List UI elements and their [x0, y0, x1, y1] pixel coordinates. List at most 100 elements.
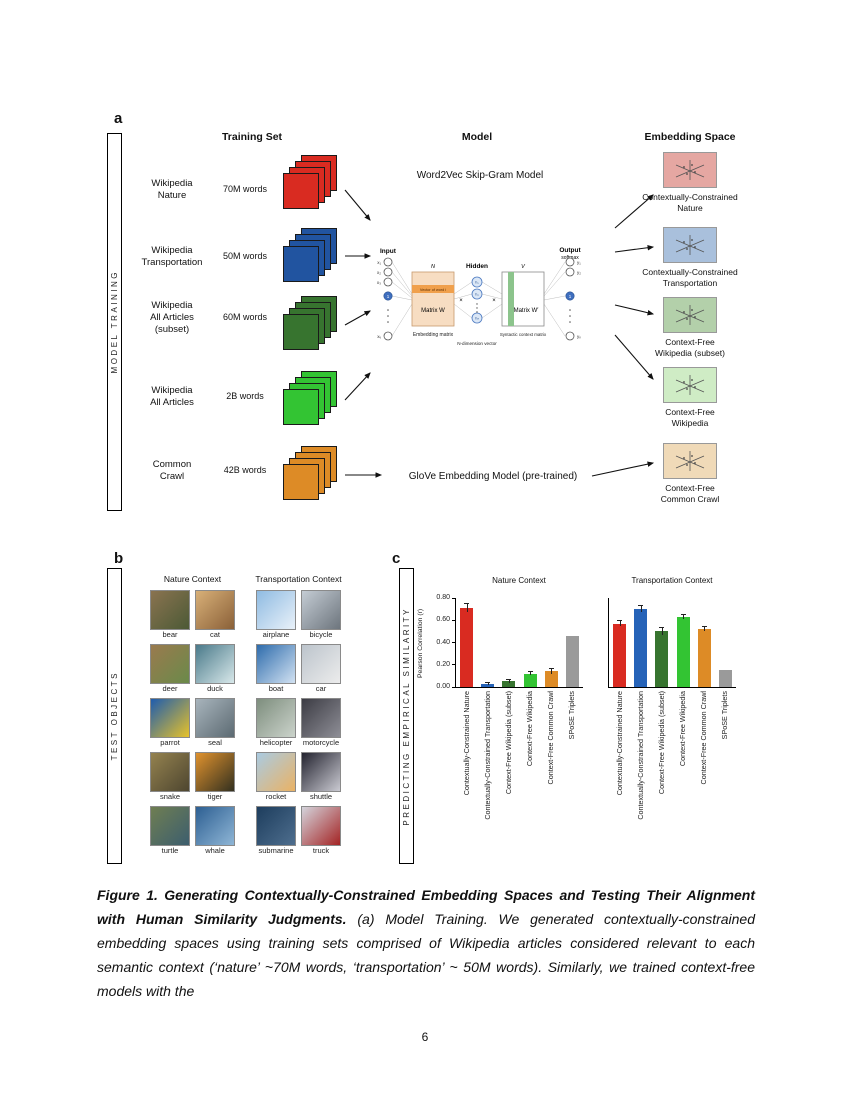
chart-plot-area: 0.00 0.20 0.40 0.60 0.80	[436, 594, 583, 690]
photo-label-truck: truck	[312, 846, 330, 855]
photo-label-duck: duck	[207, 684, 223, 693]
corpus-sheet	[283, 389, 319, 425]
embedding-matrix-caption: Embedding matrix	[413, 332, 454, 338]
flow-arrows	[344, 189, 655, 478]
embedding-axes-icon	[675, 451, 705, 471]
y-axis-label: Pearson Correlation (r)	[417, 608, 424, 678]
y-tick-mark	[452, 619, 456, 621]
word-count-wiki-subset: 60M words	[222, 312, 267, 322]
photo-tiger	[195, 752, 235, 792]
chart-x-labels: Contextually-Constrained Nature Contextua…	[608, 688, 736, 860]
multiply-symbol: ×	[492, 298, 496, 304]
photo-label-bear: bear	[162, 630, 178, 639]
matrix-w-label: Matrix W	[421, 308, 445, 314]
photo-bicycle	[301, 590, 341, 630]
embedding-matrix-box	[411, 271, 455, 327]
error-bar	[551, 669, 553, 674]
hidden-ellipsis-dots	[476, 303, 478, 313]
chart-bar	[634, 609, 648, 687]
chart-plot-area	[608, 598, 736, 688]
column-header-model: Model	[461, 131, 493, 143]
chart-bar	[481, 683, 495, 687]
y-tick-mark	[452, 686, 456, 688]
panel-c-label: c	[392, 550, 401, 567]
error-bar-cap	[617, 620, 623, 622]
embedding-axes-icon	[675, 375, 705, 395]
photo-submarine	[256, 806, 296, 846]
hidden-label: Hidden	[466, 263, 488, 270]
output-node-label-y1: y₁	[577, 260, 581, 265]
predicting-similarity-sidebar-text: PREDICTING EMPIRICAL SIMILARITY	[402, 606, 411, 826]
model-training-sidebar: MODEL TRAINING	[107, 133, 122, 511]
y-tick-label: 0.00	[436, 683, 450, 690]
output-layer-nodes	[565, 257, 575, 341]
x-category-label: Contextually-Constrained Nature	[461, 691, 471, 796]
hidden-node-label-hn: hₙ	[475, 317, 479, 321]
matrix-w-prime-label: Matrix W′	[514, 308, 540, 314]
photo-label-parrot: parrot	[160, 738, 180, 747]
figure-caption-rest: (a) Model Training. We generated context…	[97, 911, 755, 999]
input-layer-nodes	[383, 257, 393, 341]
embedding-box-nature	[663, 152, 717, 188]
error-bar-cap	[527, 670, 533, 672]
nature-context-header: Nature Context	[163, 574, 222, 584]
figure-caption-bold: Figure 1. Generating Contextually-Constr…	[97, 887, 755, 927]
transportation-context-grid: airplane bicycle boat car helicopter mot…	[256, 590, 341, 860]
chart-bar	[565, 635, 579, 687]
chart-bar	[676, 616, 690, 687]
word2vec-network-diagram: Input x₁ x₂ x₃ xᵥ 1 Vector of word i Mat…	[377, 247, 582, 346]
chart-bar	[613, 623, 627, 687]
word-vector-row-highlight	[412, 285, 454, 293]
photo-parrot	[150, 698, 190, 738]
output-node-label-yv: yᵥ	[577, 334, 581, 339]
embedding-label-nature: Contextually-Constrained Nature	[642, 192, 738, 213]
x-category-label: Context-Free Wikipedia (subset)	[656, 691, 666, 795]
error-bar-cap	[701, 625, 707, 627]
error-bar-cap	[638, 605, 644, 607]
hidden-node-label-h1: h₁	[475, 281, 479, 285]
chart-x-labels: Contextually-Constrained Nature Contextua…	[455, 688, 583, 860]
photo-car	[301, 644, 341, 684]
y-tick-label: 0.60	[436, 616, 450, 624]
embedding-box-transportation	[663, 227, 717, 263]
nature-context-chart: Nature Context 0.00 0.20 0.40 0.60 0.80 Cont…	[436, 576, 583, 860]
photo-whale	[195, 806, 235, 846]
chart-bar	[544, 671, 558, 687]
output-label: Output	[559, 247, 581, 254]
x-category-label: Context-Free Wikipedia	[525, 691, 535, 767]
network-connection-lines	[391, 261, 566, 337]
photo-duck	[195, 644, 235, 684]
photo-motorcycle	[301, 698, 341, 738]
photo-label-shuttle: shuttle	[309, 792, 333, 801]
x-category-label: SPoSE Triplets	[567, 691, 577, 740]
training-set-name-transportation: Wikipedia Transportation	[141, 245, 203, 268]
error-bar	[704, 626, 706, 632]
embedding-label-common-crawl: Context-Free Common Crawl	[660, 483, 720, 504]
output-one-value: 1	[569, 294, 572, 299]
photo-deer	[150, 644, 190, 684]
chart-title-transportation: Transportation Context	[631, 576, 713, 585]
x-category-label: Contextually-Constrained Transportation	[482, 691, 492, 820]
test-objects-sidebar-text: TEST OBJECTS	[110, 671, 119, 761]
input-node-label-x3: x₃	[377, 280, 381, 285]
photo-truck	[301, 806, 341, 846]
error-bar-cap	[464, 603, 470, 605]
x-category-label: Context-Free Common Crawl	[546, 691, 556, 785]
photo-label-cat: cat	[209, 630, 220, 639]
transportation-context-header: Transportation Context	[255, 574, 342, 584]
y-tick-mark	[452, 664, 456, 666]
output-node-label-y2: y₂	[577, 270, 581, 275]
column-header-training-set: Training Set	[221, 131, 283, 143]
photo-airplane	[256, 590, 296, 630]
y-tick-label: 0.80	[436, 594, 450, 601]
embedding-axes-icon	[675, 305, 705, 325]
chart-bar	[523, 673, 537, 687]
chart-bar	[697, 629, 711, 687]
photo-label-boat: boat	[268, 684, 284, 693]
error-bar	[619, 621, 621, 626]
photo-label-car: car	[315, 684, 327, 693]
y-tick-mark	[452, 597, 456, 599]
photo-rocket	[256, 752, 296, 792]
corpus-stack-wiki-all	[283, 371, 337, 425]
